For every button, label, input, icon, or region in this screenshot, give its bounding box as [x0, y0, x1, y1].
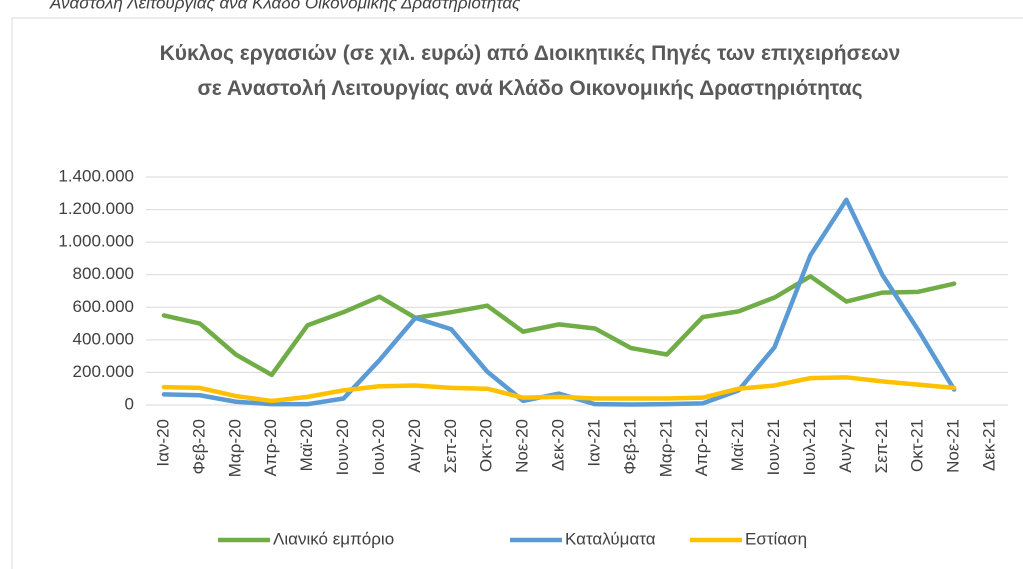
x-tick-label: Σεπ-20	[441, 419, 460, 473]
x-tick-label: Μαρ-20	[225, 419, 244, 477]
x-tick-label: Αυγ-21	[836, 419, 855, 473]
series-line	[161, 274, 957, 378]
legend-label: Καταλύματα	[565, 529, 656, 548]
chart-frame	[11, 17, 1023, 569]
x-tick-label: Απρ-21	[692, 419, 711, 476]
series-line	[161, 197, 957, 407]
y-tick-label: 0	[125, 394, 134, 413]
x-tick-label: Μαρ-21	[656, 419, 675, 477]
x-tick-label: Νοε-20	[513, 419, 532, 473]
x-tick-label: Ιουν-20	[333, 419, 352, 476]
x-tick-label: Οκτ-20	[477, 419, 496, 472]
y-tick-label: 1.200.000	[58, 199, 134, 218]
y-tick-label: 800.000	[73, 264, 134, 283]
x-tick-label: Δεκ-20	[549, 419, 568, 471]
y-tick-label: 1.400.000	[58, 166, 134, 185]
y-tick-label: 1.000.000	[58, 232, 134, 251]
y-tick-label: 200.000	[73, 362, 134, 381]
x-tick-label: Ιουλ-21	[800, 419, 819, 476]
x-tick-label: Φεβ-21	[620, 419, 639, 475]
x-tick-label: Μαϊ-21	[728, 419, 747, 471]
x-tick-label: Οκτ-21	[908, 419, 927, 472]
legend-label: Εστίαση	[745, 529, 807, 548]
x-tick-label: Ιουλ-20	[369, 419, 388, 476]
x-tick-label: Μαϊ-20	[297, 419, 316, 471]
x-tick-label: Νοε-21	[944, 419, 963, 473]
y-tick-label: 600.000	[73, 297, 134, 316]
x-tick-label: Αυγ-20	[405, 419, 424, 473]
x-tick-label: Φεβ-20	[189, 419, 208, 475]
x-tick-label: Ιαν-20	[153, 419, 172, 467]
legend-label: Λιανικό εμπόριο	[273, 529, 394, 548]
series-line	[161, 375, 957, 404]
x-tick-label: Σεπ-21	[872, 419, 891, 473]
y-tick-label: 400.000	[73, 329, 134, 348]
x-tick-label: Απρ-20	[261, 419, 280, 476]
x-tick-label: Ιουν-21	[764, 419, 783, 476]
caption: Αναστολή Λειτουργίας ανά Κλάδο Οικονομικ…	[49, 0, 521, 12]
x-tick-label: Δεκ-21	[980, 419, 999, 471]
chart-title: Κύκλος εργασιών (σε χιλ. ευρώ) από Διοικ…	[159, 42, 901, 100]
x-tick-label: Ιαν-21	[584, 419, 603, 467]
